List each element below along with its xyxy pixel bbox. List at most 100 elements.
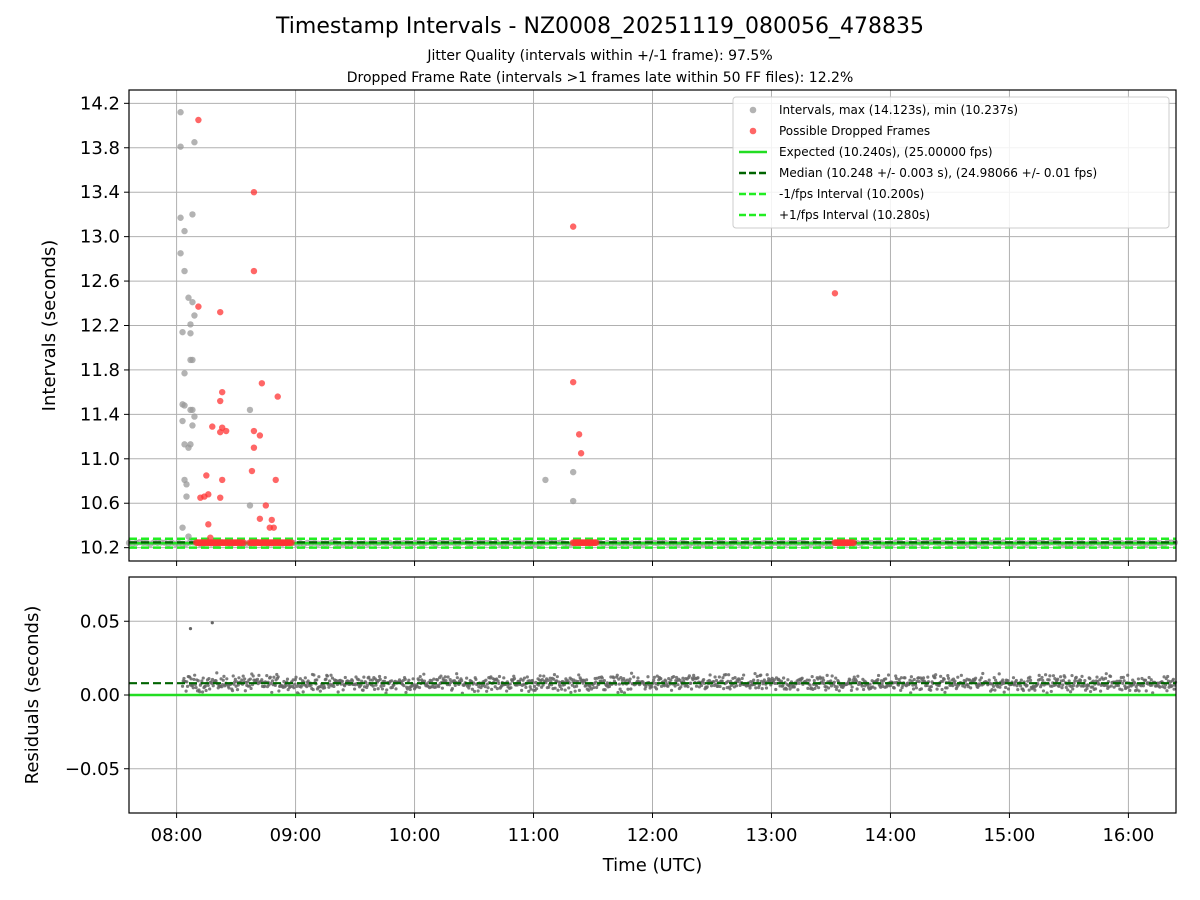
residual-point xyxy=(435,678,439,682)
dropped-frame-point xyxy=(217,308,224,316)
legend: Intervals, max (14.123s), min (10.237s) P… xyxy=(732,96,1170,229)
residual-point xyxy=(312,673,316,677)
residual-point xyxy=(263,684,267,688)
residual-point xyxy=(1098,689,1103,693)
dropped-frame-point xyxy=(218,388,226,396)
residual-point xyxy=(868,682,872,686)
residual-point xyxy=(379,684,383,688)
residual-point xyxy=(1137,689,1141,693)
residual-point xyxy=(340,679,345,683)
residual-point xyxy=(1108,674,1113,679)
residual-point xyxy=(718,684,722,689)
residual-point xyxy=(1098,678,1102,682)
residual-point xyxy=(556,688,560,692)
interval-point xyxy=(189,298,196,306)
residual-point xyxy=(992,675,996,680)
dropped-frame-point xyxy=(248,467,256,475)
residual-point xyxy=(276,675,280,679)
residual-point xyxy=(632,675,636,679)
y-tick-label: 0.00 xyxy=(80,685,120,706)
residual-point xyxy=(876,677,880,682)
dropped-frame-point xyxy=(218,476,226,484)
residual-point xyxy=(540,677,544,682)
y-axis-label: Residuals (seconds) xyxy=(22,606,43,785)
residual-point xyxy=(282,679,286,684)
residual-point xyxy=(954,682,958,687)
residual-point xyxy=(376,687,380,691)
residual-point xyxy=(1038,677,1042,682)
residual-point xyxy=(705,685,709,689)
residual-point xyxy=(1044,673,1048,677)
residual-point xyxy=(720,679,724,683)
residual-point xyxy=(726,679,730,683)
residual-point xyxy=(1019,684,1023,688)
residual-point xyxy=(1171,677,1175,681)
interval-point xyxy=(181,227,188,235)
residual-point xyxy=(814,684,819,688)
residual-point xyxy=(505,689,509,693)
residual-point xyxy=(1006,687,1011,691)
residual-point xyxy=(782,676,786,680)
residual-point xyxy=(508,682,512,686)
residual-point xyxy=(1053,676,1057,681)
residual-point xyxy=(432,677,436,681)
legend-label: Expected (10.240s), (25.00000 fps) xyxy=(779,145,993,159)
interval-point xyxy=(189,211,196,218)
residual-point xyxy=(446,675,450,679)
residual-point xyxy=(1073,679,1077,683)
residual-point xyxy=(1025,683,1029,687)
residual-point xyxy=(1166,674,1170,679)
residual-point xyxy=(854,679,859,683)
residual-point xyxy=(497,681,501,686)
legend-box xyxy=(732,96,1170,229)
residual-point xyxy=(372,687,377,692)
residual-point xyxy=(855,687,859,691)
residual-point xyxy=(248,677,252,681)
interval-point xyxy=(177,109,184,116)
residual-point xyxy=(1163,686,1167,690)
residual-point xyxy=(560,687,564,691)
residual-point xyxy=(1122,679,1126,683)
residual-point xyxy=(997,672,1001,676)
residual-point xyxy=(553,686,557,690)
residual-point xyxy=(407,678,411,682)
residual-point xyxy=(909,691,913,695)
residual-point xyxy=(300,683,304,688)
legend-label: Intervals, max (14.123s), min (10.237s) xyxy=(779,103,1018,117)
residual-point xyxy=(852,675,856,679)
residual-point xyxy=(306,679,310,683)
dropped-frame-point xyxy=(195,116,202,124)
residual-point xyxy=(1151,691,1155,695)
residual-point xyxy=(230,689,235,693)
residual-point xyxy=(994,678,998,682)
residual-point xyxy=(901,683,905,688)
residual-point xyxy=(813,686,817,690)
residual-point xyxy=(987,678,991,682)
residual-point xyxy=(969,686,973,690)
residual-point xyxy=(483,685,487,689)
residual-point xyxy=(681,676,685,680)
residual-point xyxy=(709,684,714,688)
x-tick-label: 14:00 xyxy=(865,825,917,846)
y-tick-label: 0.05 xyxy=(80,611,120,632)
residual-point xyxy=(894,674,898,678)
residual-point xyxy=(636,676,640,680)
residual-point xyxy=(1029,678,1033,683)
residual-point xyxy=(474,677,478,682)
residual-point xyxy=(538,674,542,678)
residual-point xyxy=(1033,688,1037,692)
residual-point xyxy=(467,686,471,690)
y-axis-label: Intervals (seconds) xyxy=(39,240,60,412)
residual-point xyxy=(974,676,978,680)
residual-point xyxy=(679,685,683,689)
residual-point xyxy=(600,676,604,680)
interval-point xyxy=(191,413,198,420)
residual-point xyxy=(1158,685,1162,689)
residual-point xyxy=(788,687,792,691)
residual-point xyxy=(594,685,599,690)
residual-point xyxy=(298,677,302,681)
legend-label: Median (10.248 +/- 0.003 s), (24.98066 +… xyxy=(779,166,1097,180)
interval-point xyxy=(189,356,196,364)
residual-point xyxy=(792,685,796,689)
residual-point xyxy=(856,674,860,678)
